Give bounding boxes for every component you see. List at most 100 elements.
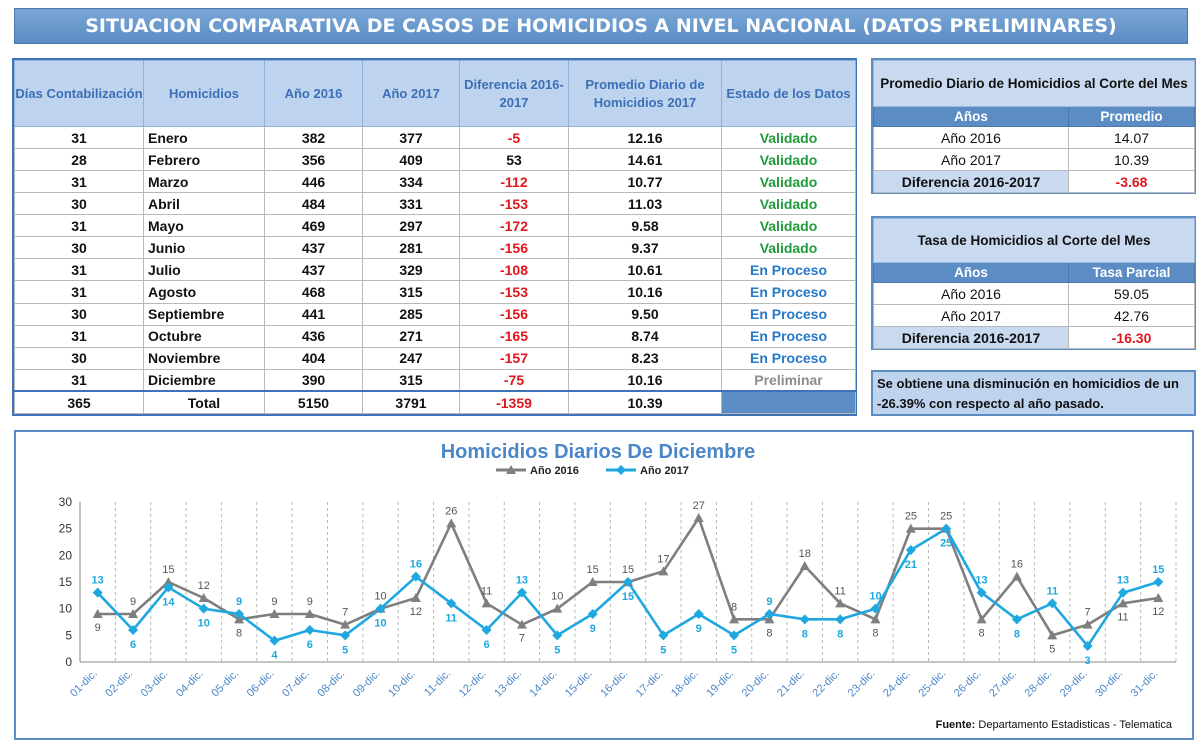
data-label-2017: 21 [905, 559, 917, 571]
header-2016: Año 2016 [264, 60, 363, 127]
data-label-2017: 9 [590, 623, 596, 635]
cell-2017: 247 [362, 346, 460, 370]
data-label-2016: 9 [307, 596, 313, 608]
tasa-col-value: Tasa Parcial [1067, 262, 1196, 283]
data-label-2016: 27 [693, 500, 705, 512]
data-label-2016: 15 [587, 564, 599, 576]
point-2016 [92, 609, 103, 618]
tasa-caption: Tasa de Homicidios al Corte del Mes [872, 218, 1196, 263]
x-tick-label: 29-dic. [1058, 668, 1090, 700]
status-badge: Preliminar [721, 368, 856, 392]
legend-marker-2017 [616, 465, 626, 475]
point-2017 [1117, 587, 1128, 598]
total-status-blank [721, 390, 856, 415]
data-label-2016: 7 [1085, 607, 1091, 619]
cell-2016: 356 [264, 148, 363, 172]
cell-2016: 382 [264, 125, 363, 150]
data-label-2017: 16 [410, 559, 422, 571]
data-label-2016: 11 [481, 585, 492, 597]
cell-dias: 31 [14, 214, 144, 238]
header-diferencia: Diferencia 2016-2017 [459, 60, 569, 127]
cell-2016: 441 [264, 302, 363, 326]
cell-promedio: 14.61 [568, 148, 722, 172]
cell-dias: 30 [14, 346, 144, 370]
monthly-table-body: 31 Enero 382 377 -5 12.16 Validado 28 Febrero 356… [14, 125, 856, 415]
promedio-label-2016: Año 2016 [873, 126, 1069, 149]
cell-2017: 297 [362, 214, 460, 238]
data-label-2016: 11 [834, 585, 845, 597]
point-2017 [941, 523, 952, 534]
data-label-2017: 10 [374, 618, 386, 630]
point-2017 [658, 630, 669, 641]
point-2017 [764, 609, 775, 619]
data-label-2017: 6 [307, 639, 313, 651]
point-2016 [198, 593, 209, 602]
data-label-2016: 12 [198, 580, 210, 592]
cell-promedio: 9.58 [568, 214, 722, 238]
cell-promedio: 9.37 [568, 236, 722, 260]
cell-dias: 30 [14, 302, 144, 326]
point-2017 [375, 603, 386, 614]
data-label-2017: 3 [1085, 655, 1091, 667]
data-label-2017: 6 [130, 639, 136, 651]
total-dias: 365 [14, 390, 144, 415]
table-row: Diferencia 2016-2017 -3.68 [873, 170, 1196, 193]
cell-promedio: 10.16 [568, 368, 722, 392]
data-label-2016: 11 [1117, 611, 1128, 623]
x-tick-label: 15-dic. [563, 668, 595, 700]
promedio-label-2017: Año 2017 [873, 148, 1069, 171]
cell-2016: 437 [264, 236, 363, 260]
cell-2016: 468 [264, 280, 363, 304]
cell-dias: 31 [14, 258, 144, 282]
cell-dias: 31 [14, 125, 144, 150]
summary-note: Se obtiene una disminución en homicidios… [871, 370, 1196, 416]
x-tick-label: 27-dic. [987, 668, 1019, 700]
promedio-table-container: Promedio Diario de Homicidios al Corte d… [871, 58, 1196, 194]
x-tick-label: 24-dic. [881, 668, 913, 700]
table-row: 31 Agosto 468 315 -153 10.16 En Proceso [14, 280, 856, 304]
point-2017 [1011, 614, 1022, 625]
cell-diferencia: -153 [459, 280, 569, 304]
point-2017 [623, 577, 633, 587]
source-text: Departamento Estadisticas - Telematica [978, 719, 1172, 731]
status-badge: En Proceso [721, 324, 856, 348]
source-note: Fuente: Departamento Estadisticas - Tele… [936, 719, 1173, 731]
tasa-value-2017: 42.76 [1067, 304, 1196, 327]
status-badge: Validado [721, 192, 856, 216]
point-2017 [693, 609, 704, 619]
cell-diferencia: -112 [459, 170, 569, 194]
promedio-diff-value: -3.68 [1067, 170, 1196, 193]
cell-2016: 404 [264, 346, 363, 370]
x-tick-label: 04-dic. [174, 668, 206, 700]
y-tick-label: 15 [59, 575, 73, 589]
legend-label-2017: Año 2017 [640, 465, 689, 477]
cell-2017: 377 [362, 125, 460, 150]
data-label-2016: 26 [445, 505, 457, 517]
data-label-2017: 5 [554, 644, 560, 656]
data-label-2017: 8 [1014, 628, 1020, 640]
cell-month: Mayo [143, 214, 265, 238]
data-label-2016: 10 [374, 591, 386, 603]
point-2016 [693, 513, 704, 522]
x-tick-label: 28-dic. [1023, 668, 1055, 700]
table-row: 31 Julio 437 329 -108 10.61 En Proceso [14, 258, 856, 282]
point-2017 [198, 603, 209, 614]
x-tick-label: 01-dic. [68, 668, 100, 700]
point-2016 [552, 603, 563, 613]
table-row: 31 Diciembre 390 315 -75 10.16 Preliminar [14, 368, 856, 392]
x-tick-label: 02-dic. [103, 668, 135, 700]
cell-promedio: 8.23 [568, 346, 722, 370]
x-tick-label: 20-dic. [740, 668, 772, 700]
cell-dias: 30 [14, 236, 144, 260]
data-label-2017: 25 [940, 538, 952, 550]
x-tick-label: 05-dic. [209, 668, 241, 700]
point-2016 [905, 523, 916, 533]
cell-2016: 469 [264, 214, 363, 238]
data-label-2017: 5 [660, 644, 666, 656]
cell-dias: 31 [14, 324, 144, 348]
table-row: 31 Marzo 446 334 -112 10.77 Validado [14, 170, 856, 194]
point-2017 [976, 587, 987, 598]
point-2017 [163, 582, 174, 593]
data-label-2017: 10 [869, 591, 881, 603]
data-label-2017: 13 [975, 575, 987, 587]
